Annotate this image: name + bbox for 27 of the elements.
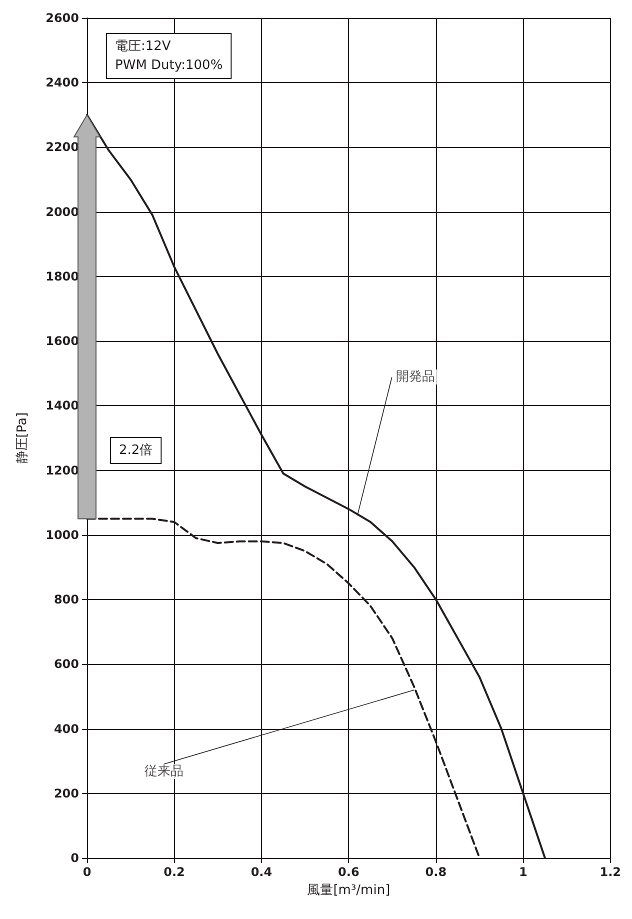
annotation: 電圧:12V PWM Duty:100%: [115, 39, 223, 73]
x-axis-title: 風量[m³/min]: [307, 883, 390, 898]
x-tick-label: 0.2: [164, 865, 185, 879]
x-tick-label: 0.4: [250, 865, 272, 879]
y-tick-label: 0: [70, 851, 79, 865]
y-tick-label: 1600: [46, 334, 79, 348]
y-tick-label: 2000: [46, 204, 79, 219]
x-tick-label: 0: [82, 865, 92, 879]
annotation: 2.2倍: [119, 443, 153, 458]
y-tick-label: 600: [54, 657, 79, 672]
y-tick-label: 2200: [46, 140, 79, 154]
x-tick-label: 1: [518, 865, 528, 879]
annotation: 開発品: [396, 370, 435, 385]
x-tick-label: 1.2: [600, 865, 622, 879]
y-tick-label: 1800: [46, 269, 79, 284]
y-tick-label: 200: [54, 786, 79, 800]
x-tick-label: 0.8: [425, 865, 447, 879]
y-tick-label: 1400: [46, 398, 79, 413]
annotation: 従来品: [144, 764, 184, 779]
y-tick-label: 2400: [46, 76, 79, 90]
y-tick-label: 2600: [46, 11, 79, 25]
y-tick-label: 800: [54, 592, 79, 607]
y-tick-label: 1200: [46, 463, 79, 478]
y-tick-label: 400: [54, 722, 79, 736]
x-tick-label: 0.6: [338, 865, 360, 879]
y-tick-label: 1000: [46, 528, 79, 542]
y-axis-title: 静圧[Pa]: [15, 412, 30, 464]
